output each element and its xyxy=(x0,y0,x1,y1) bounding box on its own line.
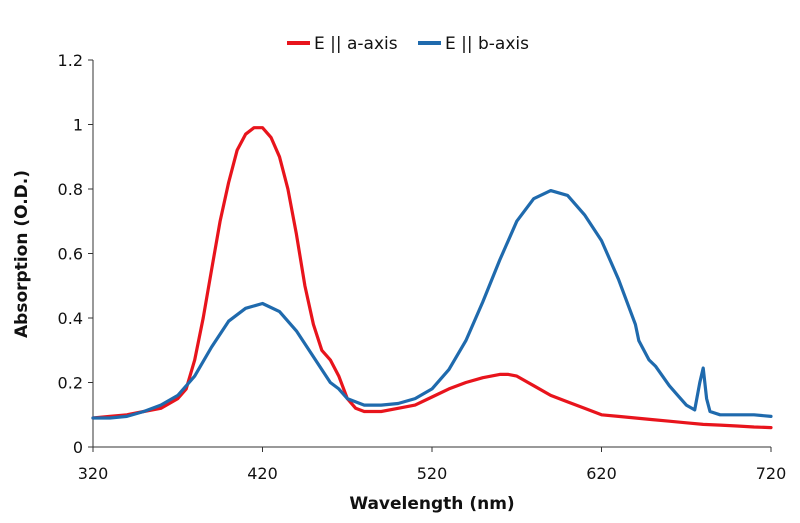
x-tick-label: 320 xyxy=(78,464,109,483)
plot-area: 0 0.2 0.4 0.6 0.8 1 1.2 320 420 520 620 720 xyxy=(58,51,787,483)
x-tick-label: 620 xyxy=(586,464,617,483)
legend-label-a-axis: E || a-axis xyxy=(314,34,398,54)
y-tick-label: 0.4 xyxy=(58,309,83,328)
y-tick-label: 0.2 xyxy=(58,374,83,393)
series-line-a-axis xyxy=(91,126,773,430)
y-axis-title: Absorption (O.D.) xyxy=(12,170,32,338)
x-tick-label: 720 xyxy=(756,464,787,483)
legend-label-b-axis: E || b-axis xyxy=(445,34,529,54)
series-layer xyxy=(91,126,773,430)
x-tick-label: 420 xyxy=(247,464,278,483)
legend: E || a-axis E || b-axis xyxy=(287,34,529,54)
x-axis-title: Wavelength (nm) xyxy=(349,494,514,514)
series-line-b-axis xyxy=(91,189,773,420)
y-tick-label: 1.2 xyxy=(58,51,83,70)
x-axis-ticks: 320 420 520 620 720 xyxy=(78,447,787,483)
y-axis-ticks: 0 0.2 0.4 0.6 0.8 1 1.2 xyxy=(58,51,93,457)
y-tick-label: 1 xyxy=(73,116,83,135)
y-tick-label: 0.8 xyxy=(58,180,83,199)
y-tick-label: 0.6 xyxy=(58,245,83,264)
y-tick-label: 0 xyxy=(73,438,83,457)
x-tick-label: 520 xyxy=(417,464,448,483)
